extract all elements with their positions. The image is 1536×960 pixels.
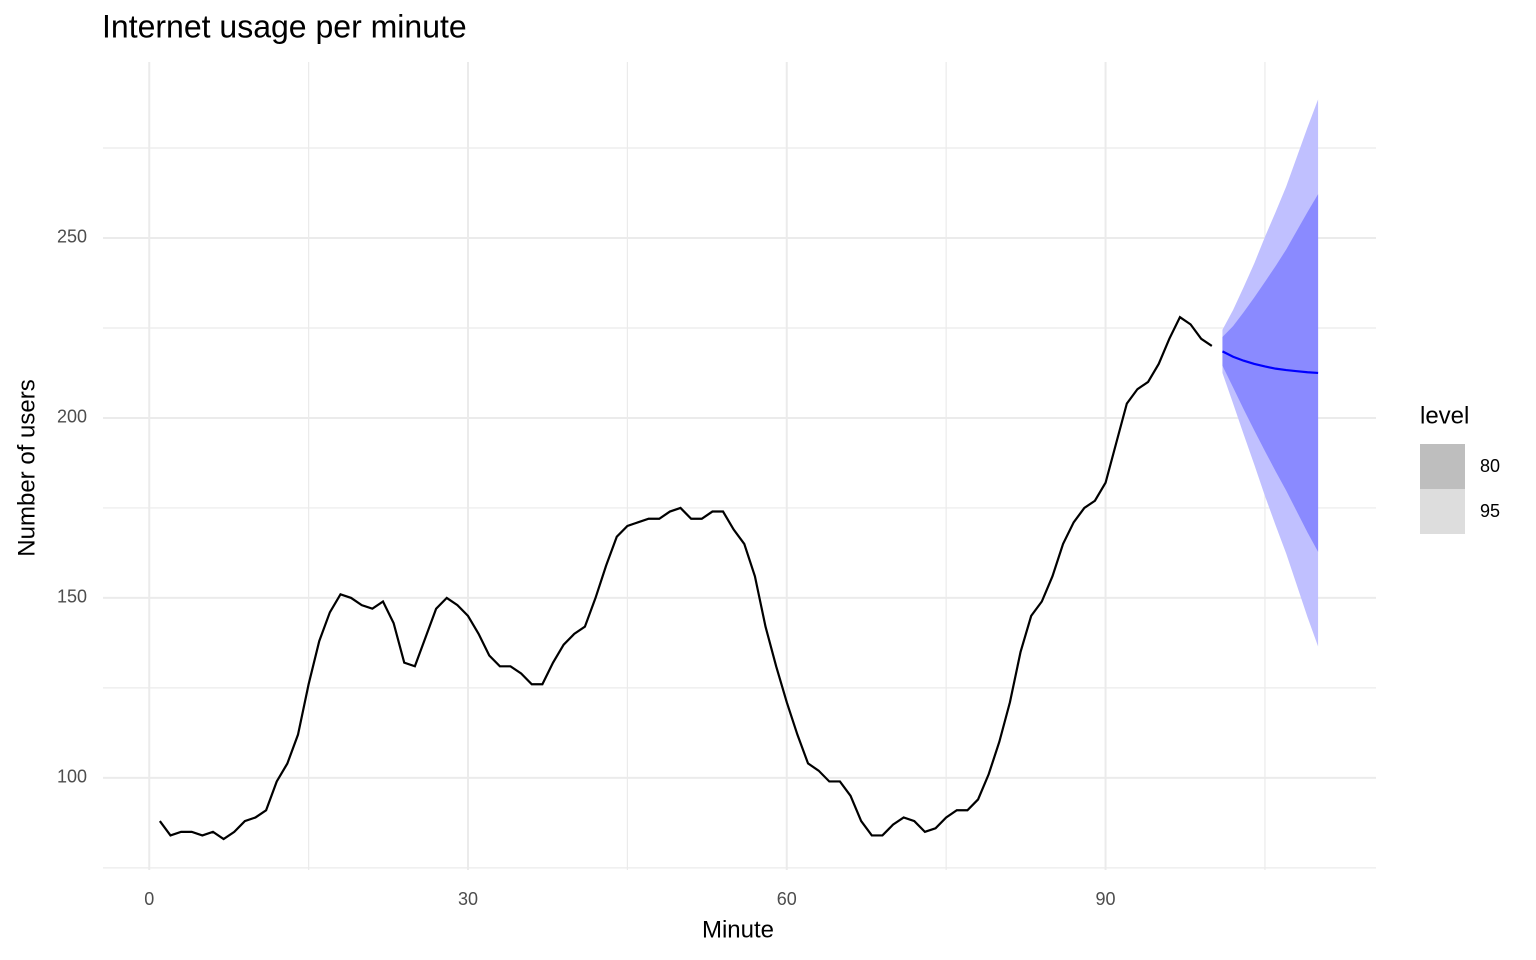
forecast-line [1221,350,1319,375]
series-line [158,315,1213,841]
y-tick-label: 100 [57,767,87,787]
x-tick-label: 60 [777,889,797,909]
y-tick-label: 200 [57,407,87,427]
chart-title: Internet usage per minute [102,8,467,44]
x-tick-label: 30 [458,889,478,909]
legend-title: level [1420,402,1469,429]
legend-key [1420,444,1465,489]
x-tick-label: 90 [1096,889,1116,909]
y-tick-label: 150 [57,587,87,607]
legend-label: 80 [1480,456,1500,476]
legend-key [1420,489,1465,534]
legend-label: 95 [1480,501,1500,521]
x-tick-label: 0 [144,889,154,909]
y-axis-title: Number of users [13,379,40,556]
y-tick-label: 250 [57,227,87,247]
x-axis-title: Minute [702,916,774,943]
forecast-band [1222,194,1319,552]
